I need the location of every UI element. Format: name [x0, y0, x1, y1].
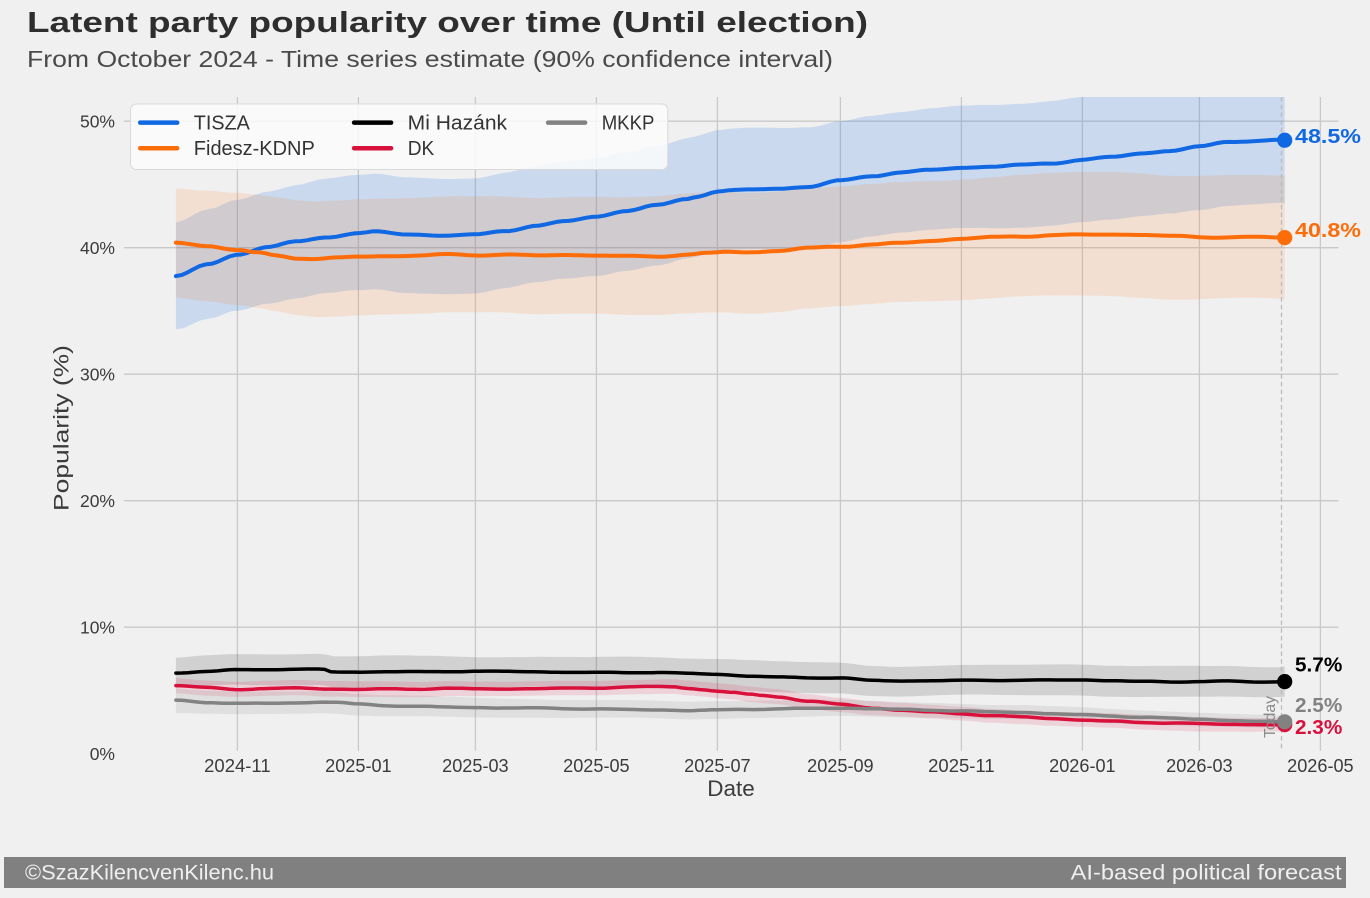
svg-text:20%: 20%	[80, 491, 115, 511]
svg-text:2025-09: 2025-09	[807, 755, 874, 776]
svg-text:DK: DK	[408, 138, 435, 160]
svg-text:2.5%: 2.5%	[1295, 695, 1343, 717]
svg-text:2026-05: 2026-05	[1287, 755, 1354, 776]
svg-text:Fidesz-KDNP: Fidesz-KDNP	[194, 138, 315, 160]
svg-text:5.7%: 5.7%	[1295, 654, 1343, 676]
svg-text:2.3%: 2.3%	[1295, 717, 1343, 739]
svg-text:AI-based political forecast: AI-based political forecast	[1071, 861, 1342, 884]
svg-text:2025-01: 2025-01	[325, 755, 392, 776]
svg-text:2024-11: 2024-11	[204, 755, 271, 776]
svg-text:2026-03: 2026-03	[1166, 755, 1233, 776]
svg-text:From October 2024 - Time serie: From October 2024 - Time series estimate…	[27, 46, 833, 72]
svg-text:40.8%: 40.8%	[1295, 220, 1361, 242]
svg-text:2026-01: 2026-01	[1049, 755, 1116, 776]
svg-text:2025-11: 2025-11	[928, 755, 995, 776]
svg-text:©SzazKilencvenKilenc.hu: ©SzazKilencvenKilenc.hu	[25, 861, 274, 884]
svg-text:Mi Hazánk: Mi Hazánk	[408, 113, 508, 135]
svg-text:Date: Date	[707, 776, 755, 801]
svg-text:Today: Today	[1262, 696, 1279, 738]
svg-text:TISZA: TISZA	[194, 113, 251, 135]
svg-text:40%: 40%	[80, 238, 115, 258]
svg-text:10%: 10%	[80, 617, 115, 637]
svg-text:30%: 30%	[80, 364, 115, 384]
svg-text:0%: 0%	[90, 744, 115, 764]
svg-text:2025-03: 2025-03	[442, 755, 509, 776]
svg-text:2025-07: 2025-07	[684, 755, 751, 776]
svg-text:MKKP: MKKP	[602, 113, 655, 135]
svg-text:Popularity (%): Popularity (%)	[51, 345, 74, 511]
svg-text:50%: 50%	[80, 111, 115, 131]
svg-text:48.5%: 48.5%	[1295, 126, 1361, 148]
svg-text:2025-05: 2025-05	[563, 755, 630, 776]
svg-text:Latent party popularity over t: Latent party popularity over time (Until…	[27, 7, 868, 39]
